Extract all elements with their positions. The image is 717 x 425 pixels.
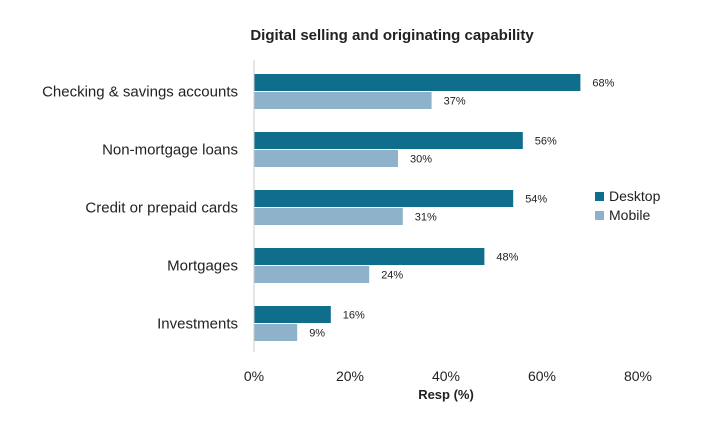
bar-desktop	[254, 74, 581, 91]
x-tick-label: 80%	[624, 368, 652, 384]
x-tick-labels: 0% 20% 40% 60% 80%	[244, 368, 652, 384]
bar-mobile	[254, 266, 370, 283]
bar-desktop	[254, 306, 331, 323]
bar-desktop	[254, 248, 485, 265]
x-tick-label: 0%	[244, 368, 264, 384]
x-tick-label: 60%	[528, 368, 556, 384]
x-tick-label: 40%	[432, 368, 460, 384]
data-label-desktop: 54%	[525, 194, 547, 206]
bar-mobile	[254, 150, 398, 167]
x-axis-title: Resp (%)	[418, 387, 474, 402]
bar-mobile	[254, 208, 403, 225]
bar-mobile	[254, 324, 298, 341]
data-label-mobile: 24%	[381, 270, 403, 282]
category-label: Non-mortgage loans	[102, 142, 238, 159]
data-label-desktop: 48%	[496, 252, 518, 264]
bar-desktop	[254, 190, 514, 207]
data-label-desktop: 16%	[343, 310, 365, 322]
legend-swatch-mobile	[595, 211, 604, 220]
data-label-mobile: 37%	[444, 96, 466, 108]
legend: Desktop Mobile	[595, 188, 661, 223]
category-labels: Checking & savings accounts Non-mortgage …	[42, 84, 238, 333]
data-label-desktop: 56%	[535, 136, 557, 148]
bar-mobile	[254, 92, 432, 109]
category-label: Credit or prepaid cards	[85, 200, 238, 217]
chart-title: Digital selling and originating capabili…	[250, 27, 534, 44]
x-tick-label: 20%	[336, 368, 364, 384]
data-label-mobile: 31%	[415, 212, 437, 224]
category-label: Mortgages	[167, 258, 238, 275]
bar-desktop	[254, 132, 523, 149]
data-label-desktop: 68%	[592, 78, 614, 90]
category-label: Checking & savings accounts	[42, 84, 238, 101]
bars-layer: 68% 37% 56% 30% 54% 31% 48% 24% 16% 9%	[254, 74, 615, 341]
legend-swatch-desktop	[595, 192, 604, 201]
data-label-mobile: 30%	[410, 154, 432, 166]
legend-label-desktop: Desktop	[609, 188, 661, 204]
data-label-mobile: 9%	[309, 328, 325, 340]
legend-label-mobile: Mobile	[609, 207, 650, 223]
category-label: Investments	[157, 316, 238, 333]
